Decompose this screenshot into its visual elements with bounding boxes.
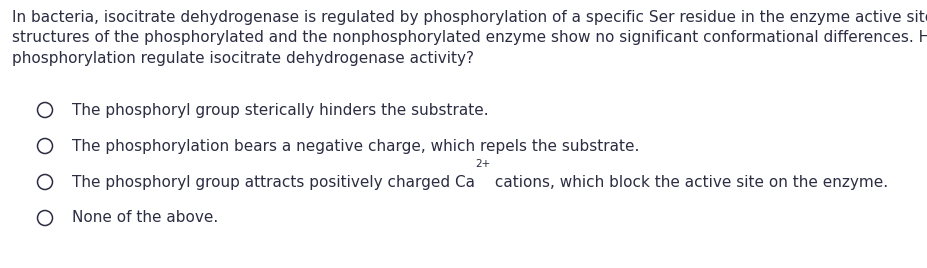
Text: cations, which block the active site on the enzyme.: cations, which block the active site on … [490, 174, 888, 189]
Text: In bacteria, isocitrate dehydrogenase is regulated by phosphorylation of a speci: In bacteria, isocitrate dehydrogenase is… [12, 10, 927, 66]
Text: The phosphoryl group attracts positively charged Ca: The phosphoryl group attracts positively… [72, 174, 475, 189]
Text: The phosphoryl group sterically hinders the substrate.: The phosphoryl group sterically hinders … [72, 102, 489, 117]
Text: 2+: 2+ [475, 159, 490, 169]
Text: The phosphorylation bears a negative charge, which repels the substrate.: The phosphorylation bears a negative cha… [72, 139, 640, 154]
Text: None of the above.: None of the above. [72, 210, 218, 225]
